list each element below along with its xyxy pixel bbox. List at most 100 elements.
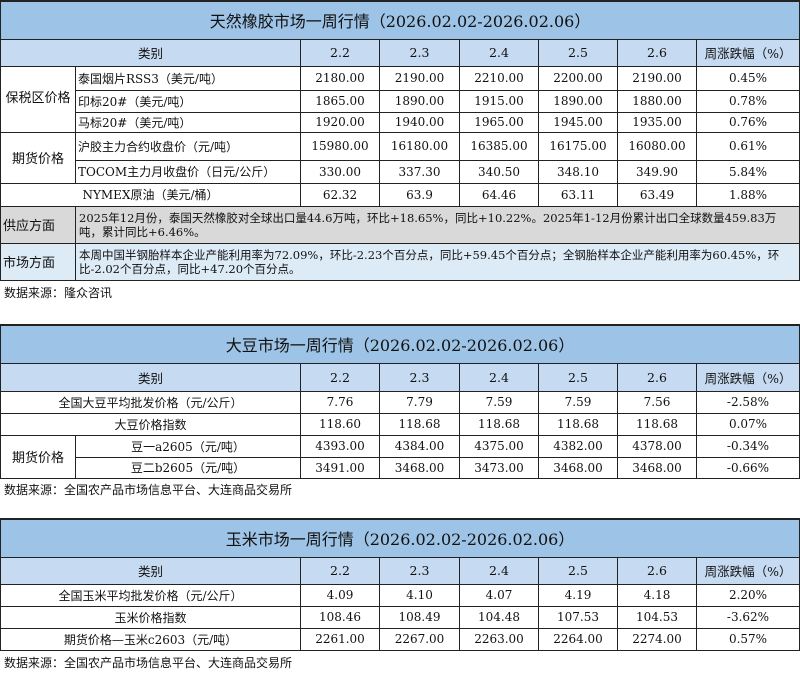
table-row: 印标20#（美元/吨） 1865.00 1890.00 1915.00 1890.00… — [1, 89, 800, 113]
header-date: 2.3 — [379, 38, 460, 67]
cell: 2263.00 — [459, 627, 539, 651]
row-label: 马标20#（美元/吨） — [75, 111, 301, 133]
cell: 2180.00 — [300, 65, 380, 91]
row-label: 豆一a2605（元/吨） — [75, 434, 301, 458]
cell: 1965.00 — [459, 111, 539, 133]
cell: 1890.00 — [538, 89, 618, 113]
cell: 330.00 — [300, 159, 380, 184]
row-label: TOCOM主力月收盘价（日元/公斤） — [75, 159, 301, 184]
cell: 4384.00 — [379, 434, 460, 458]
table-row: 豆二b2605（元/吨） 3491.00 3468.00 3473.00 3468.0… — [1, 456, 800, 479]
cell: 16385.00 — [459, 131, 539, 161]
header-row: 类别 2.2 2.3 2.4 2.5 2.6 周涨跌幅（%） — [0, 362, 800, 392]
header-date: 2.5 — [538, 556, 618, 585]
header-change: 周涨跌幅（%） — [695, 362, 800, 392]
header-date: 2.6 — [617, 38, 697, 67]
cell: 16175.00 — [538, 131, 618, 161]
cell: 2210.00 — [459, 65, 539, 91]
table-title: 玉米市场一周行情（2026.02.02-2026.02.06） — [0, 518, 800, 558]
cell: 64.46 — [459, 182, 539, 207]
supply-text: 2025年12月份，泰国天然橡胶对全球出口量44.6万吨，环比+18.65%，同… — [74, 205, 800, 244]
cell: 16180.00 — [379, 131, 460, 161]
cell: 63.9 — [379, 182, 460, 207]
cell: 118.68 — [459, 412, 539, 436]
cell: 3468.00 — [538, 456, 618, 479]
cell: 4378.00 — [617, 434, 697, 458]
cell: -0.34% — [695, 434, 800, 458]
cell: 337.30 — [379, 159, 460, 184]
table-row: 保税区价格 泰国烟片RSS3（美元/吨） 2180.00 2190.00 2210.… — [0, 65, 800, 133]
header-category: 类别 — [0, 362, 301, 392]
cell: 104.53 — [617, 605, 697, 629]
cell: 2274.00 — [617, 627, 697, 651]
cell: 348.10 — [538, 159, 618, 184]
group-label-futures: 期货价格 — [0, 434, 76, 479]
supply-label: 供应方面 — [0, 205, 76, 244]
header-date: 2.2 — [300, 362, 380, 392]
cell: 7.59 — [459, 390, 539, 414]
cell: 107.53 — [538, 605, 618, 629]
cell: 16080.00 — [617, 131, 697, 161]
cell: 4.10 — [379, 583, 460, 607]
table-row: 全国玉米平均批发价格（元/公斤） 4.09 4.10 4.07 4.19 4.18 2.2… — [0, 583, 800, 607]
header-row: 类别 2.2 2.3 2.4 2.5 2.6 周涨跌幅（%） — [0, 38, 800, 67]
row-label: 大豆价格指数 — [0, 412, 301, 436]
table-row: 期货价格 豆一a2605（元/吨） 4393.00 4384.00 4375.00 4… — [0, 434, 800, 479]
market-label: 市场方面 — [0, 242, 76, 281]
cell: 0.45% — [695, 65, 800, 91]
cell: 1.88% — [695, 182, 800, 207]
header-category: 类别 — [0, 38, 301, 67]
cell: 1920.00 — [300, 111, 380, 133]
cell: 118.68 — [379, 412, 460, 436]
soybean-table: 大豆市场一周行情（2026.02.02-2026.02.06） 类别 2.2 2.… — [0, 324, 800, 479]
header-date: 2.4 — [459, 362, 539, 392]
rubber-table: 天然橡胶市场一周行情（2026.02.02-2026.02.06） 类别 2.2… — [0, 0, 800, 281]
cell: 0.78% — [695, 89, 800, 113]
table-row: 大豆价格指数 118.60 118.68 118.68 118.68 118.68 0.0… — [0, 412, 800, 436]
data-source: 数据来源：全国农产品市场信息平台、大连商品交易所 — [4, 656, 293, 670]
cell: 4.07 — [459, 583, 539, 607]
cell: 108.46 — [300, 605, 380, 629]
market-row: 市场方面 本周中国半钢胎样本企业产能利用率为72.09%，环比-2.23个百分点… — [0, 242, 800, 281]
header-date: 2.2 — [300, 38, 380, 67]
cell: 2.20% — [695, 583, 800, 607]
header-date: 2.6 — [617, 556, 697, 585]
cell: 7.59 — [538, 390, 618, 414]
cell: -3.62% — [695, 605, 800, 629]
cell: 7.76 — [300, 390, 380, 414]
cell: 1945.00 — [538, 111, 618, 133]
cell: 63.49 — [617, 182, 697, 207]
cell: 7.79 — [379, 390, 460, 414]
cell: 62.32 — [300, 182, 380, 207]
row-label: 期货价格—玉米c2603（元/吨） — [0, 627, 301, 651]
cell: 0.57% — [695, 627, 800, 651]
cell: 3468.00 — [379, 456, 460, 479]
cell: 2267.00 — [379, 627, 460, 651]
header-date: 2.6 — [617, 362, 697, 392]
cell: 118.68 — [538, 412, 618, 436]
row-label: 玉米价格指数 — [0, 605, 301, 629]
cell: 118.60 — [300, 412, 380, 436]
header-change: 周涨跌幅（%） — [695, 38, 800, 67]
cell: 3473.00 — [459, 456, 539, 479]
row-label: 全国大豆平均批发价格（元/公斤） — [0, 390, 301, 414]
cell: 5.84% — [695, 159, 800, 184]
cell: 340.50 — [459, 159, 539, 184]
table-row: 期货价格—玉米c2603（元/吨） 2261.00 2267.00 2263.00 2… — [0, 627, 800, 651]
row-label: 豆二b2605（元/吨） — [75, 456, 301, 479]
cell: 4.09 — [300, 583, 380, 607]
cell: 1915.00 — [459, 89, 539, 113]
table-row: 全国大豆平均批发价格（元/公斤） 7.76 7.79 7.59 7.59 7.56 -2.… — [0, 390, 800, 414]
row-label: NYMEX原油（美元/桶） — [0, 182, 301, 207]
cell: 1880.00 — [617, 89, 697, 113]
cell: 3491.00 — [300, 456, 380, 479]
cell: -2.58% — [695, 390, 800, 414]
header-date: 2.3 — [379, 362, 460, 392]
cell: 1940.00 — [379, 111, 460, 133]
cell: 63.11 — [538, 182, 618, 207]
cell: 0.07% — [695, 412, 800, 436]
table-row: NYMEX原油（美元/桶） 62.32 63.9 64.46 63.11 63.49 1.… — [0, 182, 800, 207]
supply-row: 供应方面 2025年12月份，泰国天然橡胶对全球出口量44.6万吨，环比+18.… — [0, 205, 800, 244]
cell: 4382.00 — [538, 434, 618, 458]
cell: 2261.00 — [300, 627, 380, 651]
